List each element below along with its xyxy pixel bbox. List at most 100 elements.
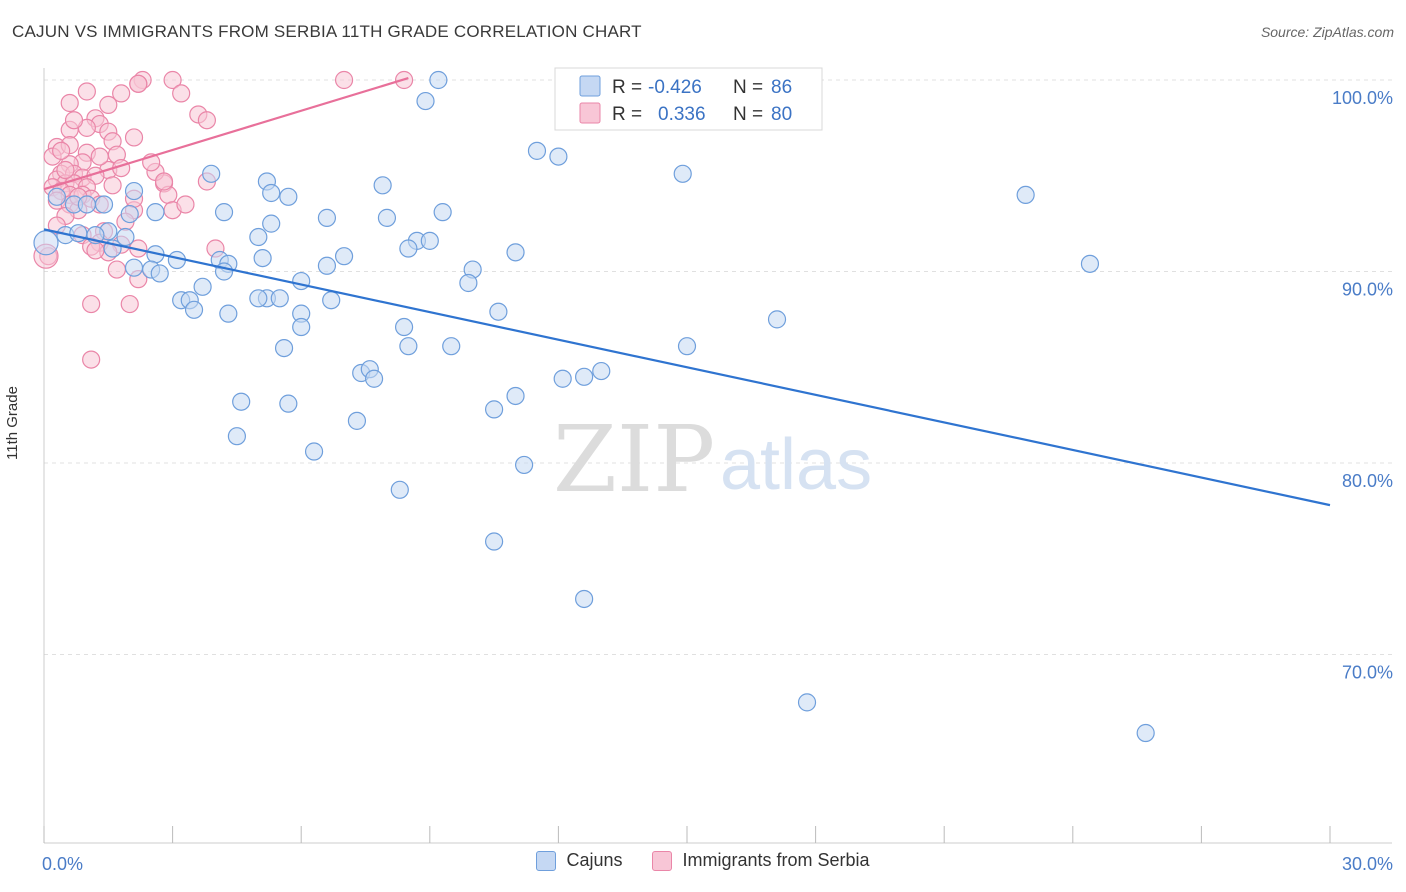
legend: R = -0.426 N = 86 R = 0.336 N = 80 [554,67,823,131]
cajuns-point [575,589,594,609]
cajuns-point [322,291,341,310]
legend-swatch-cajuns [579,75,601,97]
legend-r-label: R = [612,77,642,98]
cajuns-point [485,532,504,551]
y-tick-label: 70.0% [1342,663,1393,683]
y-tick-label: 80.0% [1342,471,1393,491]
serbia-point [77,82,96,101]
cajuns-point [227,427,246,446]
cajuns-point [553,369,572,388]
y-tick-label: 100.0% [1332,88,1393,108]
cajuns-point [575,367,594,386]
cajuns-point [150,264,169,283]
serbia-point [334,70,354,90]
cajuns-point [116,227,135,247]
cajuns-point [390,480,409,499]
serbia-point [124,128,144,147]
serbia-point [154,172,174,191]
cajuns-point [442,337,461,356]
cajuns-point [420,231,439,250]
cajuns-point [253,248,272,268]
legend-n-value: 80 [771,104,792,125]
legend-swatch-cajuns [536,850,557,871]
watermark: ZIP atlas [553,406,872,513]
serbia-point [82,350,101,369]
cajuns-point [232,392,251,411]
cajuns-point [249,289,268,308]
cajuns-point [399,239,418,258]
cajuns-point [527,141,547,160]
x-tick-label: 30.0% [1342,854,1393,874]
cajuns-point [202,164,221,183]
legend-swatch-serbia [579,102,601,124]
cajuns-point [549,147,568,166]
cajuns-point [249,227,268,247]
cajuns-point [146,203,165,222]
cajuns-point [1136,723,1155,743]
cajuns-point [262,183,281,203]
cajuns-point [317,208,337,227]
serbia-point [90,147,109,166]
cajuns-point [506,386,525,406]
legend-r-value: -0.426 [648,77,702,98]
grid-lines [44,79,1392,655]
cajuns-point [429,70,448,90]
trend-lines [43,77,1331,507]
legend-swatch-serbia [652,850,673,871]
cajuns-point [347,411,367,430]
legend-label-cajuns: Cajuns [566,850,623,870]
cajuns-point [274,339,294,358]
serbia-point [56,160,75,180]
legend-n-label: N = [733,104,763,125]
cajuns-point [279,187,298,206]
bottom-legend: Cajuns Immigrants from Serbia [0,850,1406,871]
cajuns-point [399,337,418,356]
bottom-legend-item-cajuns: Cajuns [536,850,622,871]
cajuns-point [485,400,504,419]
cajuns-point [317,256,337,275]
cajuns-point [214,203,234,222]
cajuns-point [94,195,114,214]
legend-n-value: 86 [771,77,792,98]
bottom-legend-item-serbia: Immigrants from Serbia [652,850,870,871]
serbia-point [52,141,71,160]
cajuns-point [377,208,397,227]
serbia-point [64,111,84,130]
cajuns-point [219,304,238,323]
chart-title: CAJUN VS IMMIGRANTS FROM SERBIA 11TH GRA… [12,22,642,41]
cajuns-point [797,693,817,712]
serbia-point [103,176,122,195]
cajuns-point [459,273,478,293]
legend-label-serbia: Immigrants from Serbia [682,850,870,870]
cajuns-point [506,243,525,262]
y-tick-label: 90.0% [1342,280,1393,300]
cajuns-point [394,317,414,337]
cajuns-point [292,317,311,337]
x-tick-labels: 0.0% 30.0% [42,854,1393,874]
y-tick-labels: 100.0% 90.0% 80.0% 70.0% [1332,88,1393,683]
watermark-atlas: atlas [720,425,872,505]
serbia-point [176,195,195,214]
series-cajuns-points [33,70,1155,743]
cajuns-point [304,442,324,461]
x-tick-label: 0.0% [42,854,83,874]
watermark-zip: ZIP [553,406,715,513]
cajuns-point [279,394,298,413]
cajuns-point [673,164,692,183]
serbia-point [60,93,79,113]
serbia-point [86,241,105,260]
cajuns-point [433,203,452,222]
cajuns-point [124,181,144,201]
serbia-point [129,74,148,93]
cajuns-point [120,204,139,224]
serbia-point [163,70,182,90]
cajuns-point [416,91,435,111]
cajuns-point [270,289,289,308]
cajuns-point [1016,185,1035,204]
cajuns-point [334,247,354,266]
legend-n-label: N = [733,77,763,98]
source-label: Source: ZipAtlas.com [1260,24,1394,40]
cajuns-point [124,258,144,277]
cajuns-point [373,176,392,195]
cajuns-point [364,369,384,388]
